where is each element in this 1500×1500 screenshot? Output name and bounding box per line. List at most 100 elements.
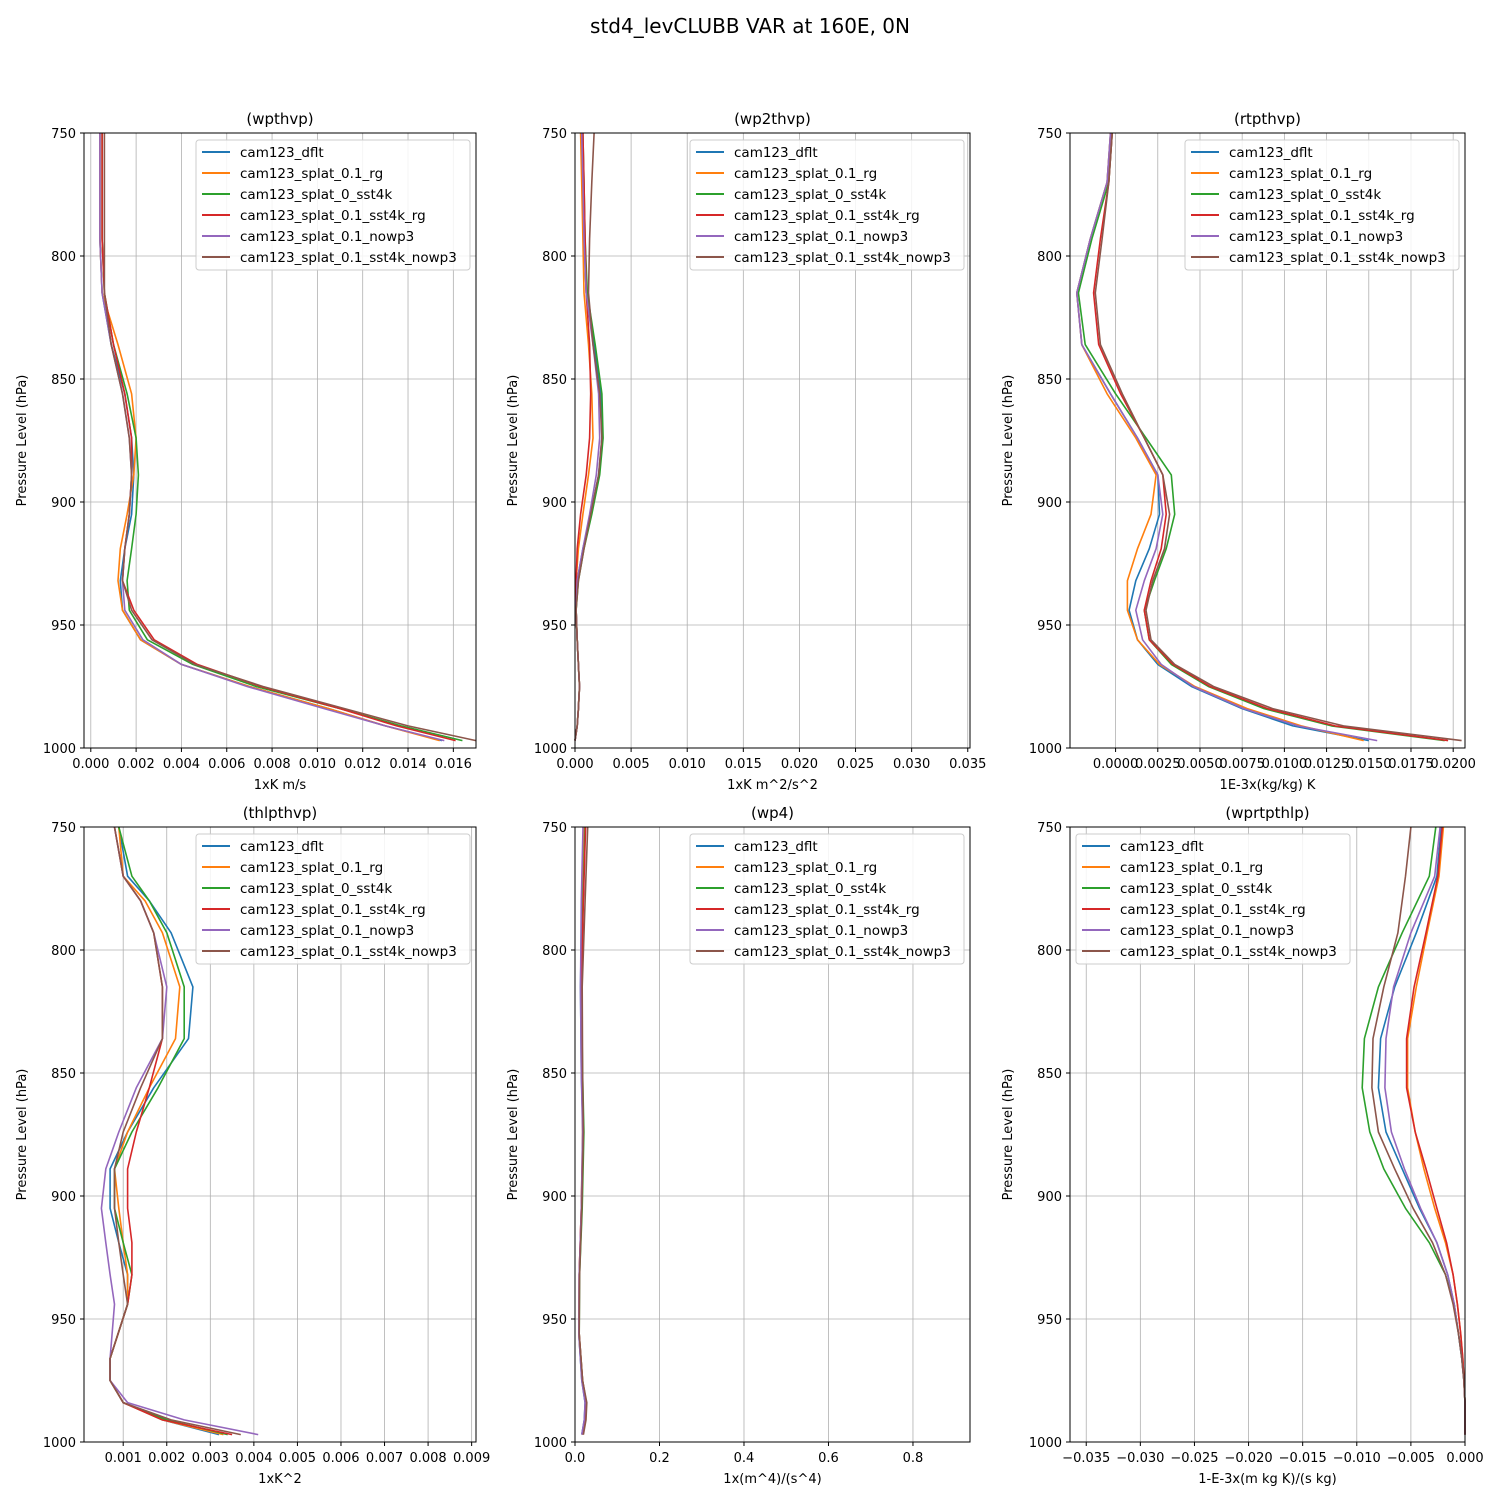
legend-box	[1075, 833, 1351, 965]
legend-label: cam123_dflt	[734, 145, 818, 161]
x-tick-label: 0.015	[725, 757, 762, 772]
x-tick-label: 0.0100	[1262, 757, 1308, 772]
series-line-6	[1094, 132, 1462, 742]
x-tick-label: 0.012	[344, 757, 381, 772]
y-tick-label: 800	[1037, 250, 1062, 265]
x-tick-label: 0.003	[192, 1451, 229, 1466]
series-line-5	[1076, 132, 1378, 742]
y-tick-label: 750	[51, 127, 76, 142]
legend-label: cam123_splat_0.1_sst4k_nowp3	[240, 250, 457, 266]
subplot-title: (thlpthvp)	[243, 804, 318, 822]
x-tick-label: −0.035	[1062, 1451, 1110, 1466]
axes-frame	[574, 826, 971, 1443]
x-tick-label: −0.030	[1116, 1451, 1164, 1466]
subplot-4: 0.001 0.002 0.003 0.004 0.005 0.006 0.007 0.008…	[15, 804, 490, 1487]
x-tick-label: −0.020	[1225, 1451, 1273, 1466]
y-tick-label: 750	[542, 127, 567, 142]
legend-label: cam123_splat_0.1_sst4k_rg	[1120, 902, 1306, 918]
legend-label: cam123_splat_0.1_sst4k_nowp3	[734, 944, 951, 960]
y-tick-label: 750	[1037, 821, 1062, 836]
axes-frame	[574, 132, 971, 749]
y-tick-label: 750	[1037, 127, 1062, 142]
subplot-6: −0.035 −0.030 −0.025 −0.020 −0.015 −0.010 −0.0…	[1001, 804, 1484, 1487]
legend-label: cam123_splat_0.1_sst4k_rg	[734, 902, 920, 918]
x-tick-label: 0.006	[322, 1451, 359, 1466]
legend-label: cam123_splat_0.1_rg	[734, 860, 877, 876]
x-tick-label: −0.025	[1170, 1451, 1218, 1466]
series-line-6	[103, 133, 477, 742]
subplot-title: (wp2thvp)	[734, 110, 811, 128]
legend-label: cam123_splat_0.1_nowp3	[240, 229, 414, 245]
y-tick-label: 800	[542, 944, 567, 959]
y-tick-label: 900	[1037, 1190, 1062, 1205]
x-tick-label: 0.010	[299, 757, 336, 772]
x-tick-label: 0.0200	[1430, 757, 1476, 772]
legend-label: cam123_splat_0.1_sst4k_rg	[240, 208, 426, 224]
y-tick-label: 950	[542, 1313, 567, 1328]
x-tick-label: 0.0050	[1177, 757, 1223, 772]
y-tick-label: 800	[51, 944, 76, 959]
x-axis-label: 1xK^2	[258, 1472, 302, 1487]
x-tick-label: 0.005	[612, 757, 649, 772]
x-tick-label: 0.004	[235, 1451, 272, 1466]
legend-label: cam123_splat_0.1_rg	[240, 166, 383, 182]
axes-frame	[83, 826, 477, 1443]
y-tick-label: 950	[1037, 619, 1062, 634]
y-tick-label: 950	[51, 619, 76, 634]
legend-label: cam123_dflt	[240, 839, 324, 855]
subplot-2: 0.000 0.005 0.010 0.015 0.020 0.025 0.030 0.035…	[506, 110, 986, 793]
y-axis-label: Pressure Level (hPa)	[1001, 1069, 1016, 1201]
y-tick-label: 1000	[43, 1436, 76, 1451]
legend-label: cam123_splat_0_sst4k	[240, 187, 392, 203]
legend: cam123_dflt cam123_splat_0.1_rg cam123_spl…	[195, 139, 471, 271]
y-tick-label: 1000	[1029, 1436, 1062, 1451]
x-tick-label: 0.0125	[1304, 757, 1350, 772]
x-tick-label: 0.020	[781, 757, 818, 772]
x-axis-label: 1x(m^4)/(s^4)	[723, 1472, 821, 1487]
legend-label: cam123_splat_0_sst4k	[240, 881, 392, 897]
figure-title: std4_levCLUBB VAR at 160E, 0N	[590, 14, 910, 38]
x-tick-label: 0.007	[366, 1451, 403, 1466]
y-axis-label: Pressure Level (hPa)	[1001, 375, 1016, 507]
series-line-6	[578, 826, 589, 1435]
subplot-1: 0.000 0.002 0.004 0.006 0.008 0.010 0.012 0.014…	[15, 110, 477, 793]
series-line-4	[1405, 826, 1466, 1435]
legend-label: cam123_splat_0.1_sst4k_rg	[734, 208, 920, 224]
y-tick-label: 950	[542, 619, 567, 634]
legend-label: cam123_splat_0_sst4k	[1120, 881, 1272, 897]
legend-label: cam123_dflt	[1120, 839, 1204, 855]
axes-frame	[1069, 826, 1466, 1443]
x-tick-label: 0.008	[253, 757, 290, 772]
series-line-4	[1092, 132, 1449, 742]
legend-label: cam123_splat_0_sst4k	[734, 881, 886, 897]
legend-label: cam123_splat_0.1_nowp3	[1120, 923, 1294, 939]
y-axis-label: Pressure Level (hPa)	[15, 1069, 30, 1201]
legend-box	[689, 833, 965, 965]
y-axis-label: Pressure Level (hPa)	[506, 375, 521, 507]
legend-label: cam123_splat_0.1_nowp3	[734, 229, 908, 245]
series-line-5	[1384, 826, 1466, 1435]
series-line-6	[574, 132, 603, 741]
axes-frame	[1069, 132, 1466, 749]
y-tick-label: 800	[542, 250, 567, 265]
legend-label: cam123_dflt	[1229, 145, 1313, 161]
subplot-title: (rtpthvp)	[1234, 110, 1301, 128]
legend-label: cam123_dflt	[240, 145, 324, 161]
x-tick-label: 0.010	[669, 757, 706, 772]
x-tick-label: −0.010	[1333, 1451, 1381, 1466]
x-axis-label: 1xK m^2/s^2	[727, 778, 818, 793]
x-tick-label: 0.016	[435, 757, 472, 772]
x-tick-label: 0.0000	[1093, 757, 1139, 772]
series-line-6	[109, 826, 241, 1436]
x-tick-label: 0.004	[163, 757, 200, 772]
x-tick-label: −0.015	[1279, 1451, 1327, 1466]
x-tick-label: 0.2	[649, 1451, 670, 1466]
axes-frame	[83, 132, 477, 749]
y-axis-label: Pressure Level (hPa)	[506, 1069, 521, 1201]
y-tick-label: 1000	[534, 742, 567, 757]
x-axis-label: 1-E-3x(m kg K)/(s kg)	[1198, 1472, 1336, 1487]
x-tick-label: 0.6	[818, 1451, 839, 1466]
y-tick-label: 900	[51, 1190, 76, 1205]
subplot-title: (wprtpthlp)	[1225, 804, 1309, 822]
legend-label: cam123_splat_0.1_sst4k_nowp3	[734, 250, 951, 266]
